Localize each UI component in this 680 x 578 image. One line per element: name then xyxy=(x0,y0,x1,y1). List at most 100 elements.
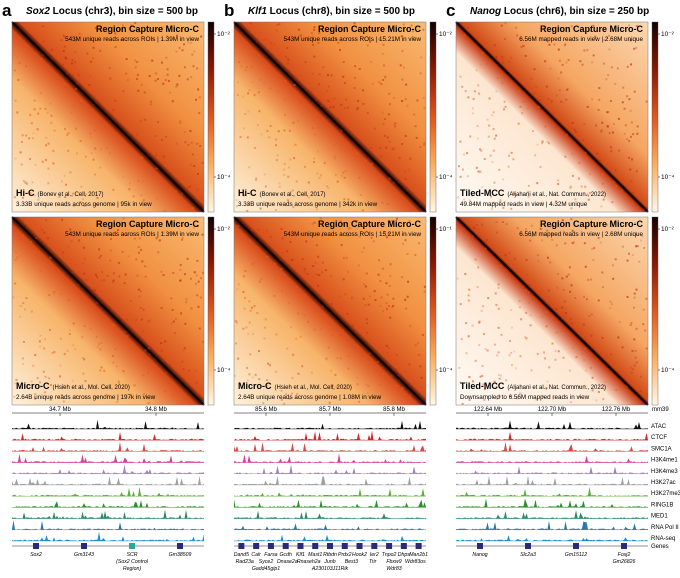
heatmap-speckle xyxy=(525,258,528,261)
heatmap-speckle xyxy=(314,133,317,136)
heatmap-speckle xyxy=(478,203,481,206)
heatmap-speckle xyxy=(364,221,367,224)
heatmap-speckle xyxy=(278,185,281,188)
heatmap-speckle xyxy=(139,290,142,293)
heatmap-speckle xyxy=(578,161,581,164)
heatmap-label-sub: 2.64B unique reads across genome | 197k … xyxy=(16,394,156,401)
heatmap-speckle xyxy=(107,110,110,113)
heatmap-speckle xyxy=(579,60,582,63)
heatmap-speckle xyxy=(174,190,177,193)
heatmap-speckle xyxy=(257,228,260,231)
heatmap-speckle xyxy=(527,107,530,110)
heatmap-speckle xyxy=(533,68,536,71)
heatmap-speckle xyxy=(630,63,633,66)
heatmap-speckle xyxy=(150,100,153,103)
heatmap-speckle xyxy=(184,273,187,276)
heatmap-speckle xyxy=(378,81,381,84)
gene-block xyxy=(400,543,407,549)
heatmap-speckle xyxy=(479,148,482,151)
heatmap-speckle xyxy=(357,345,360,348)
heatmap-speckle xyxy=(37,112,40,115)
heatmap-speckle xyxy=(144,360,147,363)
method: Micro-C xyxy=(238,381,272,391)
heatmap-speckle xyxy=(196,225,199,228)
heatmap-speckle xyxy=(323,162,326,165)
heatmap-speckle xyxy=(295,337,298,340)
heatmap-speckle xyxy=(569,317,572,320)
heatmap-speckle xyxy=(591,389,594,392)
heatmap-speckle xyxy=(89,136,92,139)
heatmap-speckle xyxy=(456,277,459,280)
heatmap-speckle xyxy=(393,125,396,128)
heatmap-speckle xyxy=(497,307,500,310)
gene-label: Gm38509 xyxy=(169,552,192,558)
heatmap-speckle xyxy=(334,140,337,143)
heatmap-speckle xyxy=(491,114,494,117)
colorbar-tick-label: 10⁻¹ xyxy=(439,226,453,233)
diagonal xyxy=(455,21,649,213)
heatmap-speckle xyxy=(378,38,381,41)
heatmap-speckle xyxy=(345,98,348,101)
heatmap-speckle xyxy=(303,165,306,168)
gene-label: Gm26826 xyxy=(613,559,636,565)
heatmap-speckle xyxy=(379,384,382,387)
heatmap-speckle xyxy=(497,326,500,329)
heatmap-speckle xyxy=(25,134,28,137)
heatmap-speckle xyxy=(336,357,339,360)
heatmap-label: Tiled-MCC (Aljahani et al., Nat. Commun.,… xyxy=(460,381,606,391)
heatmap-speckle xyxy=(68,292,71,295)
heatmap-speckle xyxy=(234,320,237,323)
heatmap-speckle xyxy=(137,246,140,249)
heatmap-speckle xyxy=(354,65,357,68)
heatmap-speckle xyxy=(296,293,299,296)
colorbar-tick-label: 10⁻² xyxy=(439,31,453,38)
heatmap-speckle xyxy=(137,89,140,92)
heatmap-speckle xyxy=(162,274,165,277)
heatmap-speckle xyxy=(320,174,323,177)
heatmap-speckle xyxy=(99,166,102,169)
heatmap-speckle xyxy=(143,392,146,395)
signal-track xyxy=(234,534,426,541)
heatmap-label-sub: Downsampled to 6.56M mapped reads in vie… xyxy=(460,394,590,401)
heatmap-speckle xyxy=(278,84,281,87)
heatmap-speckle xyxy=(520,318,523,321)
heatmap-speckle xyxy=(537,105,540,108)
heatmap-speckle xyxy=(158,239,161,242)
heatmap-speckle xyxy=(94,273,97,276)
heatmap-speckle xyxy=(515,26,518,29)
heatmap-speckle xyxy=(391,219,394,222)
heatmap-speckle xyxy=(21,134,24,137)
heatmap-header: Region Capture Micro-C xyxy=(540,219,644,229)
heatmap-speckle xyxy=(47,182,50,185)
gene-label: Gm15112 xyxy=(565,552,588,558)
heatmap-speckle xyxy=(266,229,269,232)
heatmap-speckle xyxy=(525,337,528,340)
coord-label: 122.70 Mb xyxy=(538,407,567,413)
heatmap-speckle xyxy=(112,272,115,275)
heatmap-speckle xyxy=(626,200,629,203)
heatmap-speckle xyxy=(178,74,181,77)
heatmap-speckle xyxy=(305,240,308,243)
heatmap-speckle xyxy=(64,196,67,199)
heatmap-speckle xyxy=(124,330,127,333)
heatmap-speckle xyxy=(44,375,47,378)
heatmap-speckle xyxy=(147,372,150,375)
heatmap-speckle xyxy=(633,399,636,402)
heatmap-speckle xyxy=(181,236,184,239)
heatmap-speckle xyxy=(520,45,523,48)
heatmap-speckle xyxy=(416,342,419,345)
heatmap-speckle xyxy=(135,318,138,321)
heatmap-speckle xyxy=(170,297,173,300)
heatmap-speckle xyxy=(356,152,359,155)
heatmap-speckle xyxy=(181,360,184,363)
heatmap-speckle xyxy=(633,296,636,299)
heatmap-speckle xyxy=(122,90,125,93)
heatmap-speckle xyxy=(106,274,109,277)
heatmap-speckle xyxy=(628,98,631,101)
heatmap-speckle xyxy=(165,371,168,374)
heatmap-speckle xyxy=(357,160,360,163)
heatmap-speckle xyxy=(146,402,149,405)
heatmap-speckle xyxy=(148,347,151,350)
heatmap-speckle xyxy=(494,343,497,346)
heatmap-speckle xyxy=(544,60,547,63)
